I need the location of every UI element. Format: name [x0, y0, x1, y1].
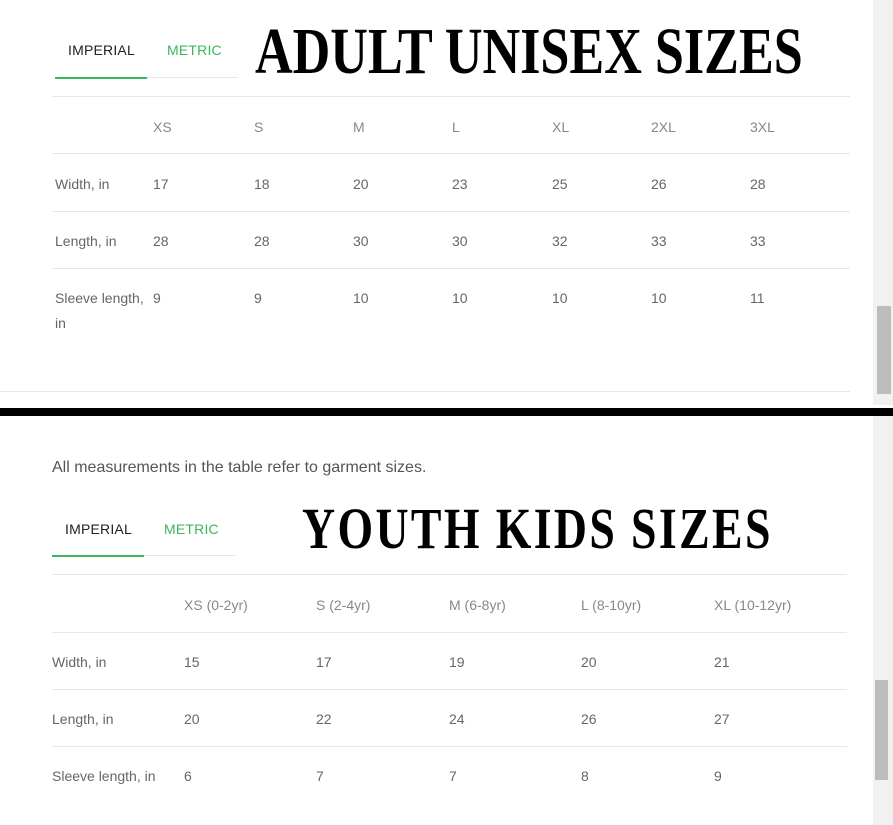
- column-header: 3XL: [750, 119, 775, 135]
- table-cell: 15: [184, 654, 200, 670]
- column-header: S (2-4yr): [316, 597, 371, 613]
- table-cell: 33: [651, 233, 667, 249]
- table-cell: 9: [714, 768, 722, 784]
- column-header: S: [254, 119, 264, 135]
- scrollbar-thumb[interactable]: [875, 680, 888, 780]
- adult-title: ADULT UNISEX SIZES: [255, 15, 803, 88]
- row-label: Width, in: [52, 654, 107, 670]
- table-cell: 28: [750, 176, 766, 192]
- row-divider: [52, 268, 850, 269]
- column-header: XL: [552, 119, 570, 135]
- table-cell: 24: [449, 711, 465, 727]
- table-cell: 20: [581, 654, 597, 670]
- table-cell: 23: [452, 176, 468, 192]
- table-cell: 27: [714, 711, 730, 727]
- table-cell: 21: [714, 654, 730, 670]
- divider: [52, 574, 847, 575]
- row-label: Sleeve length, in: [55, 290, 144, 331]
- row-label: Length, in: [52, 711, 114, 727]
- column-header: L (8-10yr): [581, 597, 642, 613]
- table-cell: 17: [153, 176, 169, 192]
- table-cell: 7: [449, 768, 457, 784]
- table-cell: 10: [353, 290, 369, 306]
- youth-title: YOUTH KIDS SIZES: [302, 496, 773, 561]
- table-cell: 33: [750, 233, 766, 249]
- table-cell: 20: [353, 176, 369, 192]
- row-label: Sleeve length, in: [52, 768, 156, 784]
- table-cell: 26: [651, 176, 667, 192]
- table-cell: 19: [449, 654, 465, 670]
- tab-metric[interactable]: METRIC: [164, 521, 219, 537]
- tab-imperial[interactable]: IMPERIAL: [65, 521, 132, 537]
- table-cell: 26: [581, 711, 597, 727]
- table-cell: 11: [750, 290, 765, 306]
- table-cell: 8: [581, 768, 589, 784]
- table-cell: 18: [254, 176, 270, 192]
- table-cell: 17: [316, 654, 332, 670]
- row-divider: [52, 153, 850, 154]
- row-divider: [52, 689, 847, 690]
- table-cell: 9: [254, 290, 262, 306]
- table-cell: 10: [552, 290, 568, 306]
- row-divider: [52, 632, 847, 633]
- table-cell: 30: [452, 233, 468, 249]
- column-header: M (6-8yr): [449, 597, 506, 613]
- table-cell: 6: [184, 768, 192, 784]
- active-tab-indicator: [55, 77, 147, 79]
- column-header: M: [353, 119, 365, 135]
- column-header: XL (10-12yr): [714, 597, 792, 613]
- tab-metric[interactable]: METRIC: [167, 42, 222, 58]
- table-cell: 7: [316, 768, 324, 784]
- panel-bottom-border: [0, 391, 850, 392]
- table-cell: 25: [552, 176, 568, 192]
- column-header: XS (0-2yr): [184, 597, 248, 613]
- tab-imperial[interactable]: IMPERIAL: [68, 42, 135, 58]
- divider: [52, 96, 850, 97]
- table-cell: 10: [651, 290, 667, 306]
- scrollbar-track[interactable]: [873, 0, 893, 405]
- table-cell: 10: [452, 290, 468, 306]
- column-header: XS: [153, 119, 172, 135]
- column-header: 2XL: [651, 119, 676, 135]
- active-tab-indicator: [52, 555, 144, 557]
- tab-bar-line: [147, 77, 238, 78]
- table-cell: 32: [552, 233, 568, 249]
- row-label: Length, in: [55, 233, 117, 249]
- table-cell: 28: [153, 233, 169, 249]
- table-cell: 9: [153, 290, 161, 306]
- measurement-note: All measurements in the table refer to g…: [52, 459, 427, 476]
- row-label: Width, in: [55, 176, 110, 192]
- table-cell: 30: [353, 233, 369, 249]
- table-cell: 20: [184, 711, 200, 727]
- row-divider: [52, 211, 850, 212]
- section-divider: [0, 408, 893, 416]
- column-header: L: [452, 119, 460, 135]
- row-divider: [52, 746, 847, 747]
- scrollbar-thumb[interactable]: [877, 306, 891, 394]
- table-cell: 28: [254, 233, 270, 249]
- table-cell: 22: [316, 711, 332, 727]
- tab-bar-line: [144, 555, 236, 556]
